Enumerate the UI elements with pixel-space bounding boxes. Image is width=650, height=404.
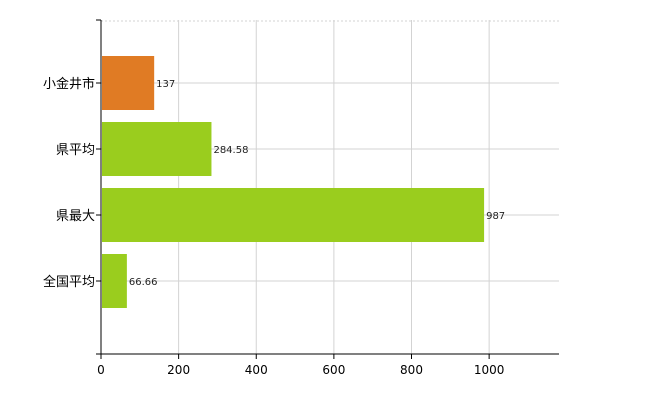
category-label: 小金井市 <box>43 76 95 92</box>
bars <box>102 56 484 308</box>
x-tick-label: 1000 <box>474 363 505 377</box>
bar <box>102 122 211 176</box>
x-tick-label: 0 <box>97 363 105 377</box>
x-tick-label: 800 <box>400 363 423 377</box>
data-label: 284.58 <box>213 145 248 156</box>
data-label: 987 <box>486 211 505 222</box>
data-label: 66.66 <box>129 277 158 288</box>
category-label: 全国平均 <box>43 274 95 290</box>
category-label: 県最大 <box>56 209 95 224</box>
x-tick-label: 600 <box>322 363 345 377</box>
bar <box>102 254 127 308</box>
x-tick-label: 400 <box>245 363 268 377</box>
gridlines <box>101 20 559 354</box>
bar <box>102 188 484 242</box>
category-label: 県平均 <box>56 143 95 158</box>
bar <box>102 56 154 110</box>
x-tick-label: 200 <box>167 363 190 377</box>
data-label: 137 <box>156 79 175 90</box>
